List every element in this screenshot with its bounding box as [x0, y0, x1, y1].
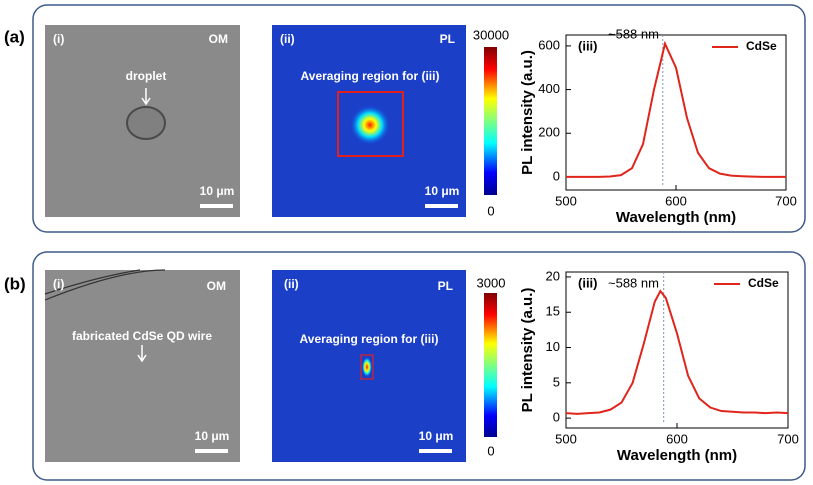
x-tick-label: 500 — [555, 193, 577, 208]
image-label: (ii) — [284, 277, 299, 291]
image-label: (ii) — [280, 32, 295, 46]
droplet-shape — [126, 106, 166, 140]
y-tick-label: 400 — [538, 81, 560, 96]
annotation: Averaging region for (iii) — [300, 332, 439, 346]
y-axis-label: PL intensity (a.u.) — [519, 288, 536, 413]
colorbar-tick: 30000 — [473, 27, 509, 42]
x-axis-label: Wavelength (nm) — [616, 209, 736, 226]
plot-frame — [565, 271, 789, 429]
x-tick-label: 600 — [665, 193, 687, 208]
colorbar-tick: 3000 — [477, 275, 506, 290]
colorbar-tick: 0 — [487, 203, 494, 218]
annotation: fabricated CdSe QD wire — [72, 329, 212, 343]
panel-frame — [32, 251, 806, 481]
x-tick-label: 600 — [666, 431, 688, 446]
y-tick-label: 0 — [553, 168, 560, 183]
panel-label: (a) — [4, 27, 25, 46]
colorbar-tick: 0 — [487, 443, 494, 458]
arrow-head — [141, 97, 151, 106]
panel-label: (iii) — [578, 38, 598, 53]
y-tick-label: 20 — [546, 268, 560, 283]
peak-annotation: ~588 nm — [608, 26, 659, 41]
colorbar — [484, 47, 497, 195]
panel-label: (b) — [4, 274, 26, 293]
averaging-box — [337, 91, 404, 157]
legend-label: CdSe — [748, 276, 779, 290]
y-tick-label: 10 — [546, 339, 560, 354]
y-tick-label: 600 — [538, 37, 560, 52]
plot-frame — [565, 34, 787, 191]
peak-annotation: ~588 nm — [608, 275, 659, 290]
colorbar — [484, 293, 497, 437]
scale-bar — [419, 449, 452, 453]
y-tick-label: 5 — [553, 374, 560, 389]
scale-bar-label: 10 μm — [425, 184, 460, 198]
spectrum-line — [566, 40, 786, 178]
y-tick-label: 200 — [538, 125, 560, 140]
spectrum-line — [565, 289, 789, 415]
arrow-head — [137, 354, 147, 363]
x-tick-label: 500 — [555, 431, 577, 446]
scale-bar — [195, 449, 228, 453]
pl-spot — [362, 357, 372, 377]
x-tick-label: 700 — [777, 431, 799, 446]
scale-bar — [425, 204, 458, 208]
annotation: droplet — [126, 69, 167, 83]
pl-spot — [350, 105, 390, 145]
image-label: (i) — [53, 277, 64, 291]
mode-label: PL — [440, 32, 455, 46]
fiber — [44, 269, 166, 301]
om-image — [45, 270, 240, 462]
averaging-box — [360, 354, 374, 380]
y-tick-label: 15 — [546, 304, 560, 319]
mode-label: OM — [209, 32, 228, 46]
panel-label: (iii) — [578, 275, 598, 290]
mode-label: OM — [207, 279, 226, 293]
panel-frame — [32, 4, 806, 233]
x-tick-label: 700 — [775, 193, 797, 208]
scale-bar-label: 10 μm — [200, 184, 235, 198]
legend-label: CdSe — [746, 39, 777, 53]
annotation: Averaging region for (iii) — [301, 69, 440, 83]
scale-bar-label: 10 μm — [419, 429, 454, 443]
scale-bar-label: 10 μm — [195, 429, 230, 443]
mode-label: PL — [438, 279, 453, 293]
y-axis-label: PL intensity (a.u.) — [519, 50, 536, 175]
image-label: (i) — [53, 32, 64, 46]
x-axis-label: Wavelength (nm) — [617, 447, 737, 464]
scale-bar — [200, 204, 233, 208]
y-tick-label: 0 — [553, 410, 560, 425]
